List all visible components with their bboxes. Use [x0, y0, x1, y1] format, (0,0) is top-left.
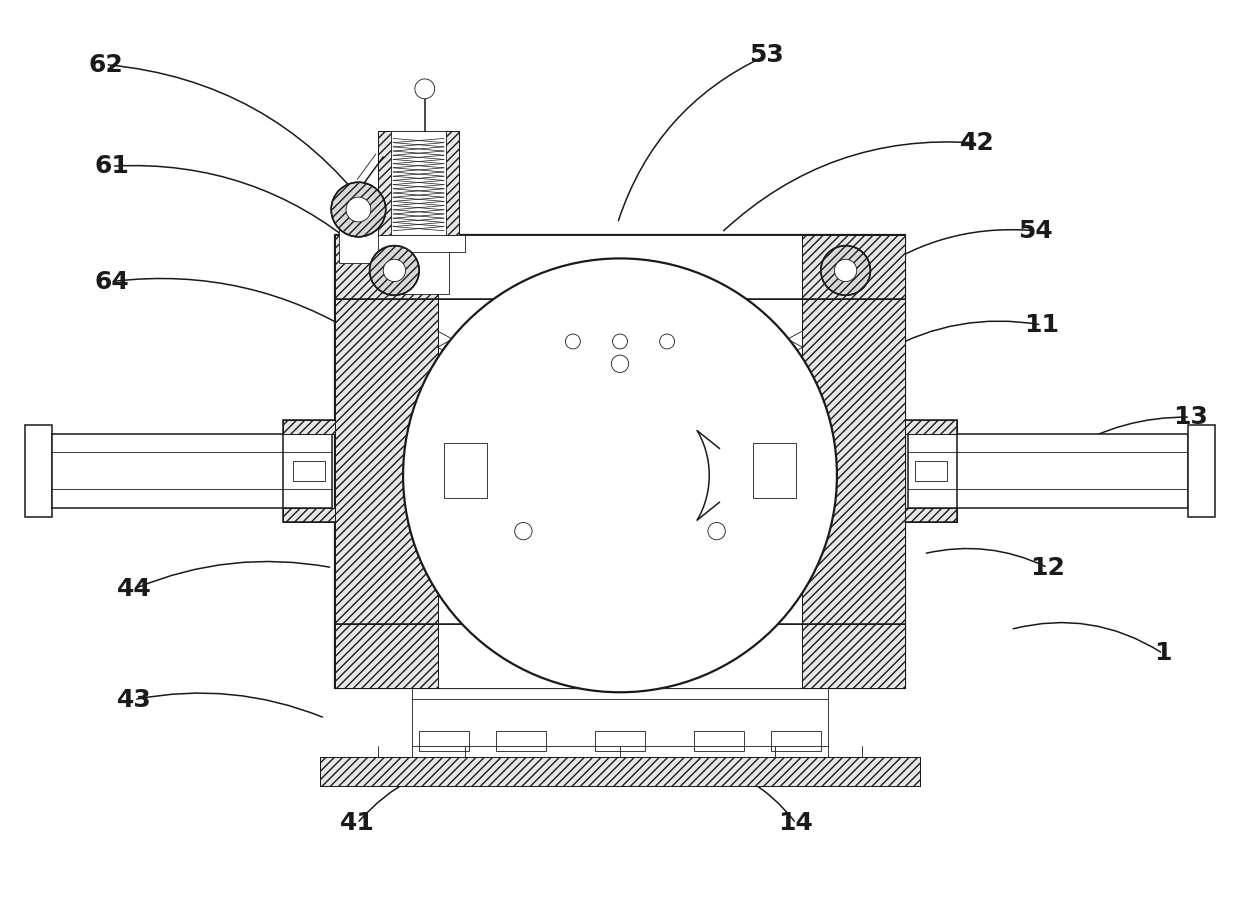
Text: 54: 54	[1018, 219, 1053, 243]
Text: 12: 12	[1030, 556, 1065, 580]
Text: 42: 42	[960, 131, 994, 155]
Polygon shape	[335, 235, 438, 299]
Text: 55: 55	[402, 131, 436, 155]
Bar	[25, 425, 52, 517]
Text: 13: 13	[1173, 405, 1208, 429]
Bar	[372, 235, 465, 252]
Bar	[419, 731, 469, 751]
Text: 43: 43	[117, 688, 151, 712]
Circle shape	[415, 79, 435, 99]
Text: 64: 64	[94, 270, 129, 294]
Circle shape	[708, 522, 725, 540]
Circle shape	[403, 258, 837, 692]
Text: 1: 1	[1154, 641, 1172, 665]
Bar	[391, 131, 446, 235]
Bar	[915, 461, 947, 481]
Text: 62: 62	[88, 53, 123, 77]
Polygon shape	[335, 624, 438, 688]
Polygon shape	[905, 420, 957, 434]
Polygon shape	[378, 131, 459, 235]
Circle shape	[370, 246, 419, 295]
Polygon shape	[905, 508, 957, 521]
Circle shape	[346, 198, 371, 222]
Circle shape	[565, 334, 580, 349]
Polygon shape	[320, 757, 920, 786]
Text: 41: 41	[340, 811, 374, 835]
Polygon shape	[802, 624, 905, 688]
Text: 61: 61	[94, 154, 129, 178]
Bar	[335, 235, 905, 688]
Bar	[438, 624, 802, 688]
Text: 11: 11	[1024, 313, 1059, 337]
Circle shape	[660, 334, 675, 349]
Bar	[293, 461, 325, 481]
Bar	[339, 217, 378, 263]
Circle shape	[515, 522, 532, 540]
Polygon shape	[283, 508, 335, 521]
Bar	[52, 434, 332, 508]
Polygon shape	[335, 299, 438, 624]
Circle shape	[331, 182, 386, 237]
Bar	[438, 235, 802, 299]
Bar	[595, 731, 645, 751]
Circle shape	[821, 246, 870, 295]
Bar	[908, 434, 1188, 508]
Polygon shape	[283, 420, 335, 434]
Circle shape	[835, 259, 857, 282]
Bar	[694, 731, 744, 751]
Text: 53: 53	[749, 43, 784, 67]
Circle shape	[613, 334, 627, 349]
Bar	[444, 443, 487, 498]
Bar	[1188, 425, 1215, 517]
Bar	[496, 731, 546, 751]
Bar	[412, 688, 828, 757]
Circle shape	[611, 355, 629, 373]
Bar	[771, 731, 821, 751]
Bar	[753, 443, 796, 498]
Bar	[388, 235, 449, 294]
Polygon shape	[802, 235, 905, 299]
Text: 44: 44	[117, 577, 151, 601]
Polygon shape	[802, 299, 905, 624]
Text: 14: 14	[779, 811, 813, 835]
Circle shape	[383, 259, 405, 282]
